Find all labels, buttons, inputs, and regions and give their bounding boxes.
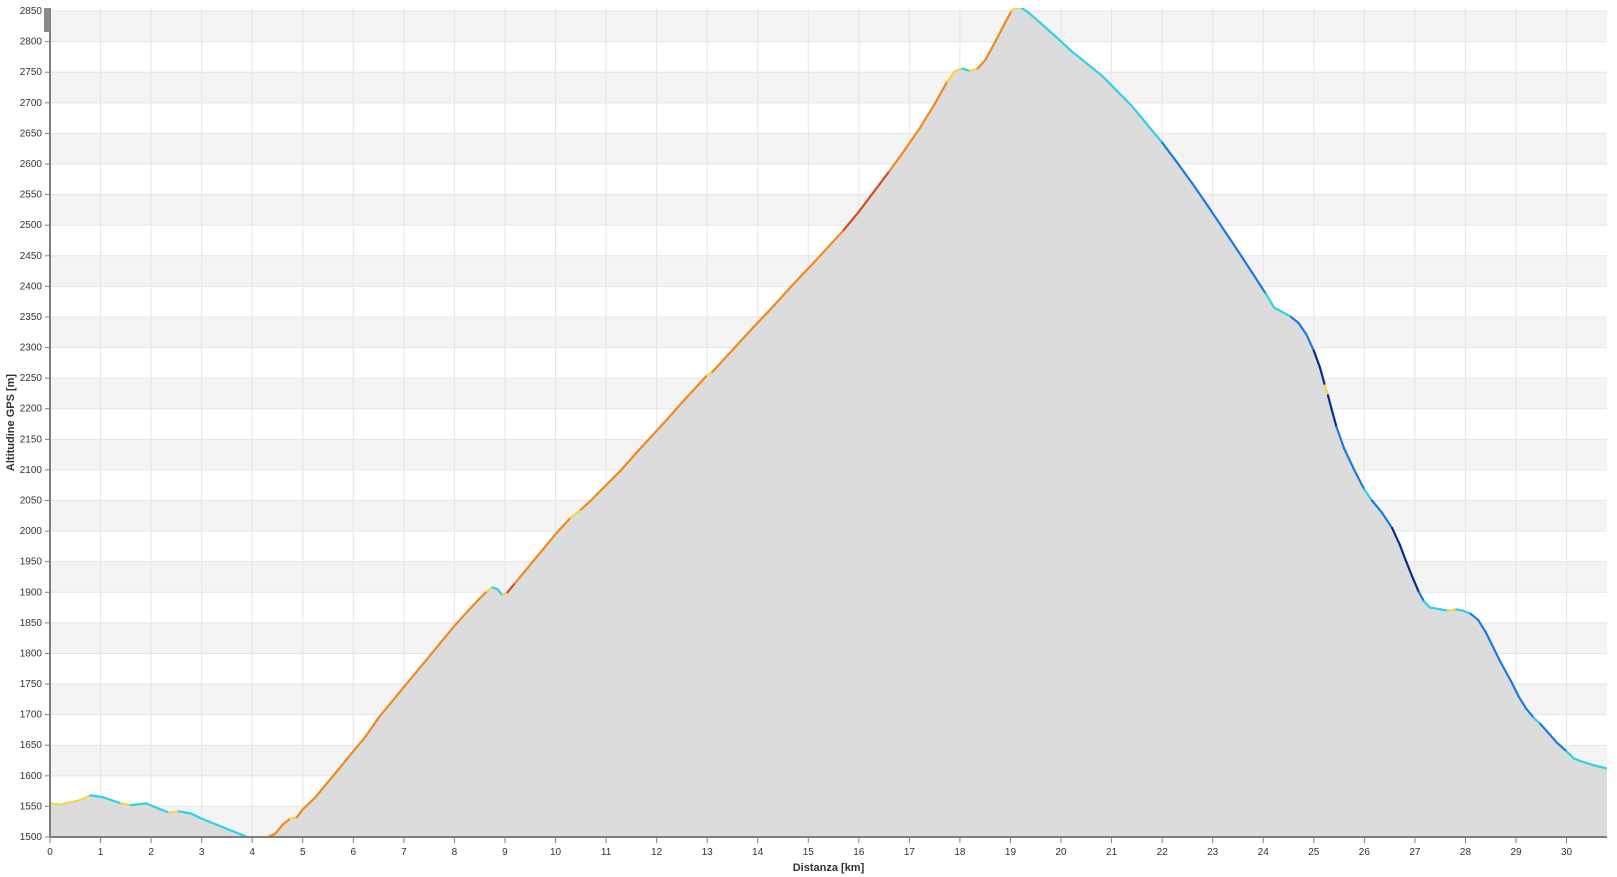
- y-tick-label: 2400: [20, 281, 43, 292]
- y-tick-label: 2500: [20, 220, 43, 231]
- y-tick-label: 1800: [20, 648, 43, 659]
- x-tick-label: 29: [1510, 847, 1522, 858]
- y-tick-label: 2650: [20, 128, 43, 139]
- x-tick-label: 4: [249, 847, 255, 858]
- y-tick-label: 1650: [20, 740, 43, 751]
- x-tick-label: 17: [904, 847, 916, 858]
- y-tick-label: 1850: [20, 618, 43, 629]
- x-tick-label: 23: [1207, 847, 1219, 858]
- x-tick-label: 10: [550, 847, 562, 858]
- y-tick-label: 2100: [20, 465, 43, 476]
- x-tick-label: 25: [1308, 847, 1320, 858]
- x-tick-label: 0: [47, 847, 53, 858]
- x-tick-label: 1: [98, 847, 104, 858]
- y-tick-label: 2850: [20, 6, 43, 17]
- x-tick-label: 12: [651, 847, 663, 858]
- y-tick-label: 2000: [20, 526, 43, 537]
- y-tick-label: 2600: [20, 159, 43, 170]
- x-tick-label: 15: [803, 847, 815, 858]
- x-tick-label: 27: [1409, 847, 1421, 858]
- x-tick-label: 7: [401, 847, 407, 858]
- y-tick-label: 2250: [20, 373, 43, 384]
- x-tick-label: 14: [752, 847, 764, 858]
- y-tick-label: 1750: [20, 679, 43, 690]
- elevation-profile-chart: 1500155016001650170017501800185019001950…: [0, 0, 1617, 877]
- y-tick-label: 1550: [20, 801, 43, 812]
- x-tick-label: 16: [853, 847, 865, 858]
- x-tick-label: 2: [148, 847, 154, 858]
- y-tick-label: 1700: [20, 710, 43, 721]
- x-tick-label: 6: [351, 847, 357, 858]
- x-tick-label: 3: [199, 847, 205, 858]
- x-tick-label: 18: [954, 847, 966, 858]
- x-axis-label: Distanza [km]: [793, 862, 865, 874]
- y-tick-label: 1500: [20, 832, 43, 843]
- x-tick-label: 9: [502, 847, 508, 858]
- x-tick-label: 22: [1157, 847, 1169, 858]
- y-tick-label: 1600: [20, 771, 43, 782]
- y-tick-label: 2200: [20, 404, 43, 415]
- y-tick-label: 2700: [20, 98, 43, 109]
- x-tick-label: 8: [452, 847, 458, 858]
- y-tick-label: 2150: [20, 434, 43, 445]
- y-tick-label: 2550: [20, 190, 43, 201]
- y-tick-label: 2750: [20, 67, 43, 78]
- y-tick-label: 1950: [20, 557, 43, 568]
- y-tick-label: 2450: [20, 251, 43, 262]
- y-tick-label: 1900: [20, 587, 43, 598]
- y-tick-label: 2350: [20, 312, 43, 323]
- y-axis-label: Altitudine GPS [m]: [5, 374, 17, 472]
- x-tick-label: 24: [1258, 847, 1270, 858]
- x-tick-label: 11: [601, 847, 612, 858]
- x-tick-label: 21: [1106, 847, 1118, 858]
- x-tick-label: 5: [300, 847, 306, 858]
- x-tick-label: 30: [1561, 847, 1573, 858]
- x-tick-label: 20: [1055, 847, 1067, 858]
- x-tick-label: 28: [1460, 847, 1472, 858]
- y-tick-label: 2800: [20, 37, 43, 48]
- y-tick-label: 2300: [20, 343, 43, 354]
- x-tick-label: 13: [702, 847, 714, 858]
- chart-svg: 1500155016001650170017501800185019001950…: [0, 0, 1617, 877]
- y-tick-label: 2050: [20, 496, 43, 507]
- x-tick-label: 26: [1359, 847, 1371, 858]
- x-tick-label: 19: [1005, 847, 1017, 858]
